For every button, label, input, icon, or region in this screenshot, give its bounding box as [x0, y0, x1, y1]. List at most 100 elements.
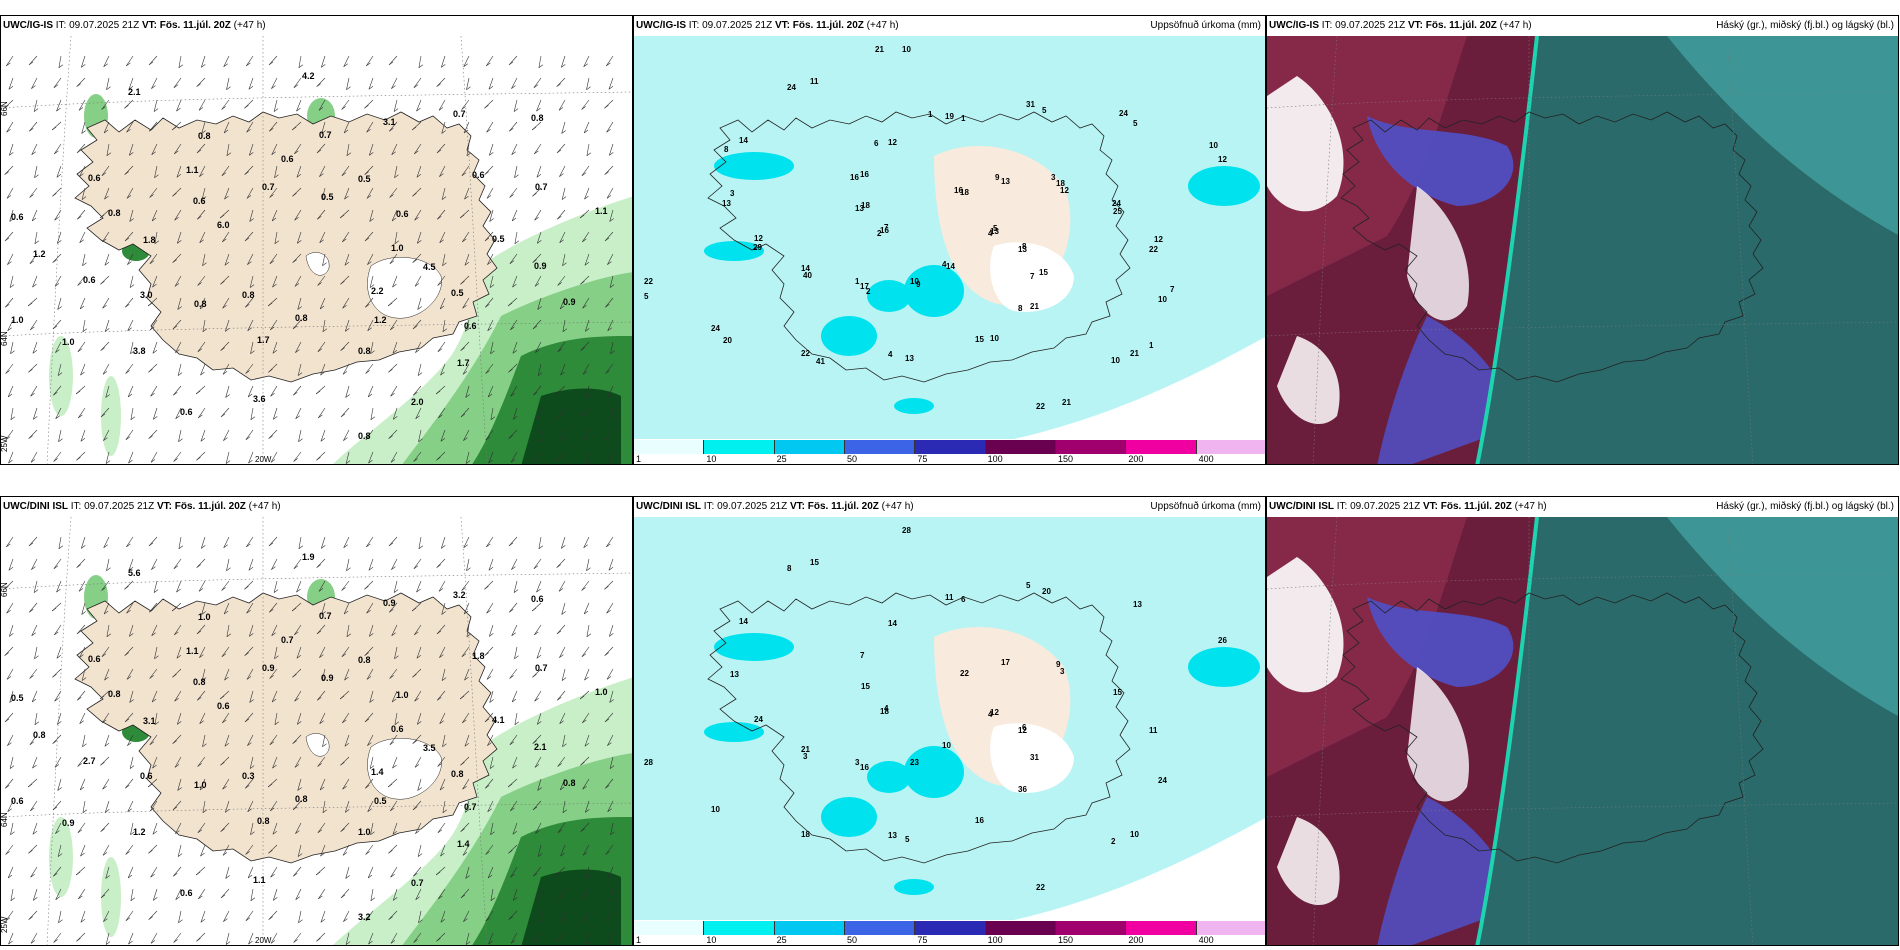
wind-value: 2.1 [534, 742, 547, 752]
precip-value: 6 [961, 595, 966, 604]
wind-value: 0.9 [321, 673, 334, 683]
precip-value: 3 [730, 189, 735, 198]
wind-value: 0.6 [281, 154, 294, 164]
value-labels: 4111071241113145221825221071254162224188… [644, 45, 1227, 411]
colorbar-swatch [634, 921, 705, 935]
wind-value: 0.6 [391, 724, 404, 734]
init-time: IT: 09.07.2025 21Z [1321, 20, 1406, 31]
precip-value: 7 [1170, 285, 1175, 294]
valid-time: VT: Fös. 11.júl. 20Z [1407, 20, 1497, 31]
colorbar-tick: 10 [706, 454, 717, 464]
wind-value: 1.1 [186, 165, 199, 175]
precip-value: 17 [1001, 658, 1010, 667]
lon-label: 25W [1, 916, 9, 933]
precip-value: 16 [860, 763, 869, 772]
wind-value: 3.1 [383, 117, 396, 127]
colorbar-swatch [915, 921, 986, 935]
init-time: IT: 09.07.2025 21Z [55, 20, 140, 31]
wind-value: 0.7 [535, 663, 548, 673]
colorbar-swatch [1056, 921, 1127, 935]
wind-value: 1.1 [186, 646, 199, 656]
field-title: Háský (gr.), miðský (fj.bl.) og lágský (… [1716, 501, 1894, 512]
precip-panel-bottom: UWC/DINI ISL IT: 09.07.2025 21Z VT: Fös.… [633, 496, 1266, 946]
wind-value: 2.7 [83, 756, 96, 766]
colorbar-tick: 25 [776, 935, 787, 945]
colorbar-tick: 50 [847, 935, 858, 945]
wind-value: 0.8 [295, 794, 308, 804]
iceland-outline [707, 592, 1131, 864]
wind-value: 1.7 [457, 358, 470, 368]
colorbar-tick: 100 [987, 454, 1003, 464]
wind-value: 0.9 [262, 663, 275, 673]
precip-value: 31 [1030, 753, 1039, 762]
precip-value: 14 [739, 617, 748, 626]
valid-time: VT: Fös. 11.júl. 20Z [774, 20, 864, 31]
precip-value: 12 [1060, 186, 1069, 195]
colorbar-tick: 75 [917, 935, 928, 945]
wind-value: 0.8 [242, 290, 255, 300]
wind-value: 2.1 [128, 87, 141, 97]
precip-value: 22 [644, 277, 653, 286]
wind-value: 0.9 [563, 297, 576, 307]
precip-value: 8 [787, 564, 792, 573]
precip-value: 20 [1042, 587, 1051, 596]
wind-value: 3.1 [143, 716, 156, 726]
precip-value: 5 [1026, 581, 1031, 590]
precip-value: 36 [1018, 785, 1027, 794]
precip-value: 3 [1051, 173, 1056, 182]
precip-value: 21 [875, 45, 884, 54]
colorbar-tick: 1 [636, 935, 642, 945]
precip-value: 13 [855, 204, 864, 213]
field-title: Háský (gr.), miðský (fj.bl.) og lágský (… [1716, 20, 1894, 31]
model-name: UWC/DINI ISL [1269, 501, 1334, 512]
init-time: IT: 09.07.2025 21Z [703, 501, 788, 512]
precip-value: 11 [810, 77, 819, 86]
precip-value: 29 [753, 243, 762, 252]
precip-colorbar: 1 10 25 50 75 100 150 200 400 [634, 918, 1265, 945]
precip-value: 15 [1039, 268, 1048, 277]
colorbar-tick: 150 [1058, 935, 1074, 945]
precip-value: 1 [855, 277, 860, 286]
precip-value: 7 [1030, 272, 1035, 281]
lead-time: (+47 h) [1514, 501, 1547, 512]
wind-value: 0.8 [257, 816, 270, 826]
panel-header: UWC/DINI ISL IT: 09.07.2025 21Z VT: Fös.… [1, 497, 632, 517]
wind-value: 1.8 [143, 235, 156, 245]
colorbar-swatch [774, 921, 845, 935]
precip-value: 10 [942, 741, 951, 750]
valid-time: VT: Fös. 11.júl. 20Z [141, 20, 231, 31]
lon-label: 20W [255, 455, 272, 464]
precip-value: 19 [945, 112, 954, 121]
cloud-map [1267, 517, 1898, 945]
cloud-map [1267, 36, 1898, 464]
precip-value: 24 [711, 324, 720, 333]
wind-value: 0.6 [88, 654, 101, 664]
precip-value: 28 [902, 526, 911, 535]
valid-time: VT: Fös. 11.júl. 20Z [789, 501, 879, 512]
lead-time: (+47 h) [248, 501, 281, 512]
wind-value: 0.5 [374, 796, 387, 806]
init-time: IT: 09.07.2025 21Z [70, 501, 155, 512]
graticule [1267, 517, 1898, 945]
wind-value: 0.6 [180, 888, 193, 898]
colorbar-tick: 25 [776, 454, 787, 464]
panel-header: UWC/IG-IS IT: 09.07.2025 21Z VT: Fös. 11… [634, 16, 1265, 36]
wind-value: 1.0 [391, 243, 404, 253]
colorbar-swatch [1126, 440, 1197, 454]
wind-value: 3.0 [140, 290, 153, 300]
precip-value: 15 [1113, 688, 1122, 697]
wind-value: 0.8 [295, 313, 308, 323]
colorbar-tick: 200 [1128, 454, 1144, 464]
wind-value: 0.3 [242, 771, 255, 781]
precip-value: 16 [850, 173, 859, 182]
value-labels: 0.6 1.0 0.7 1.4 0.5 1.0 0.8 1.0 0.8 0.6 0.8 1.0 0.6 1… [11, 552, 608, 922]
lat-label: 64N [1, 812, 9, 827]
lat-label: 66N [1, 582, 9, 597]
precip-panel-top: UWC/IG-IS IT: 09.07.2025 21Z VT: Fös. 11… [633, 15, 1266, 465]
wind-value: 1.4 [457, 839, 470, 849]
model-name: UWC/DINI ISL [3, 501, 68, 512]
precip-map: 4111071241113145221825221071254162224188… [634, 36, 1265, 439]
precip-value: 22 [1036, 883, 1045, 892]
field-title: Uppsöfnuð úrkoma (mm) [1150, 20, 1261, 31]
wind-value: 1.1 [253, 875, 266, 885]
